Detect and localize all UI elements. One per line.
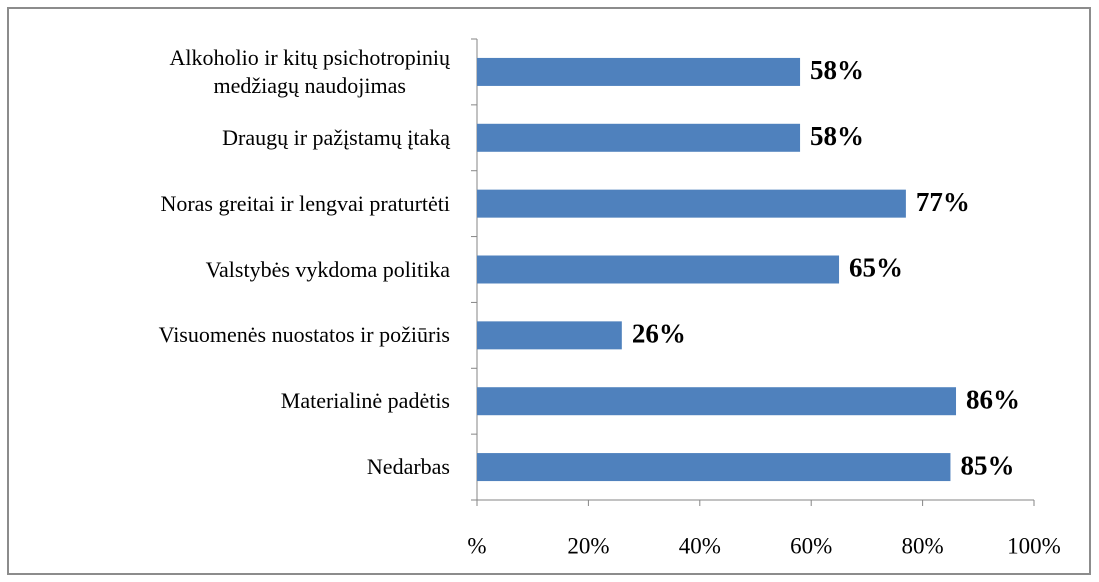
value-label: 58%	[810, 121, 864, 151]
bar	[477, 57, 801, 86]
category-label: Noras greitai ir lengvai praturtėti	[160, 190, 450, 216]
x-tick-label: 60%	[790, 533, 832, 558]
value-label: 85%	[960, 450, 1014, 480]
bar	[477, 387, 957, 416]
category-label: Valstybės vykdoma politika	[205, 256, 450, 282]
bar	[477, 255, 840, 284]
value-label: 26%	[632, 319, 686, 349]
x-tick-label: 100%	[1007, 533, 1061, 558]
x-tick-label: %	[467, 533, 486, 558]
x-tick-label: 40%	[679, 533, 721, 558]
value-label: 77%	[916, 187, 970, 217]
value-label: 58%	[810, 55, 864, 85]
category-label: Nedarbas	[366, 454, 450, 480]
category-label: Materialinė padėtis	[280, 388, 450, 414]
bar	[477, 123, 801, 152]
value-label: 65%	[849, 253, 903, 283]
value-label: 86%	[966, 384, 1020, 414]
x-tick-label: 80%	[902, 533, 944, 558]
category-label: Draugų ir pažįstamų įtaką	[222, 124, 450, 150]
bar	[477, 453, 951, 482]
bar	[477, 321, 622, 350]
x-tick-label: 20%	[567, 533, 609, 558]
category-label: Visuomenės nuostatos ir požiūris	[158, 322, 450, 348]
category-label: Alkoholio ir kitų psichotropinių medžiag…	[169, 44, 451, 98]
bar	[477, 189, 906, 218]
